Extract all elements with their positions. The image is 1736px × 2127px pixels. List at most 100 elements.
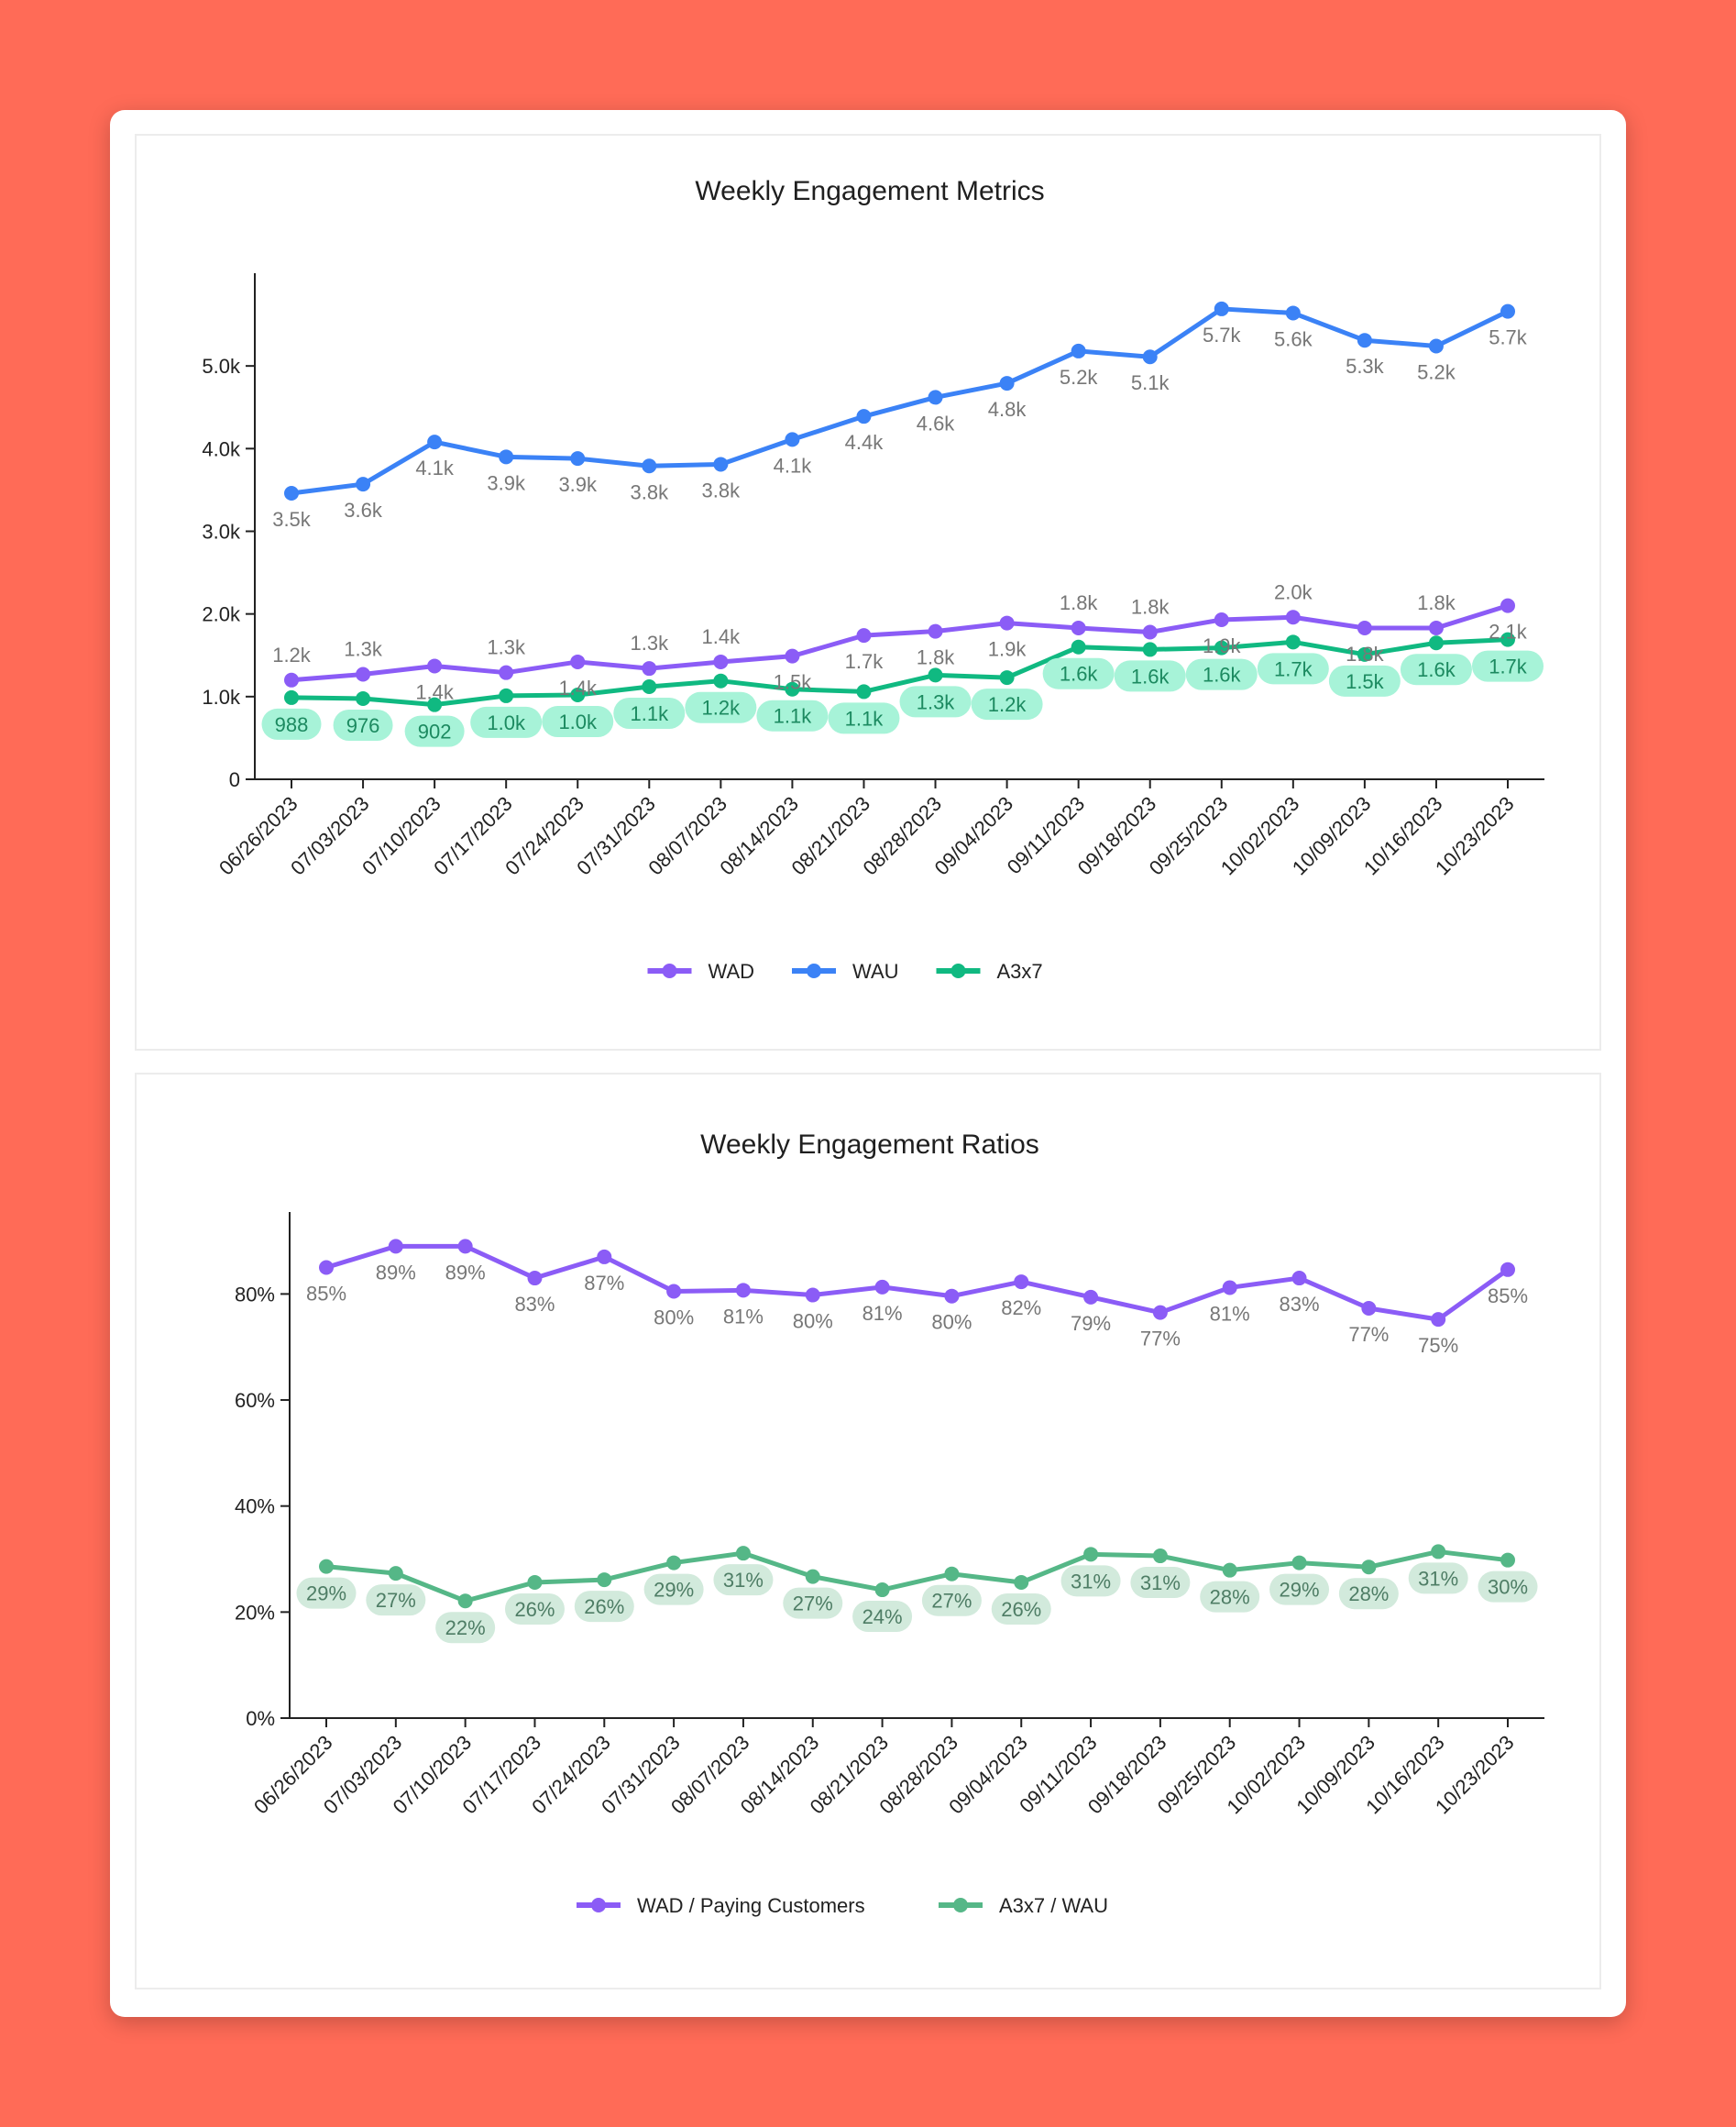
data-point-a3x7-wau — [944, 1566, 960, 1581]
data-label-a3x7-wau: 29% — [654, 1579, 694, 1602]
data-point-wau — [856, 409, 872, 424]
data-label-wad: 1.3k — [487, 636, 526, 659]
data-label-a3x7: 1.1k — [845, 707, 884, 730]
data-point-wau — [928, 390, 943, 405]
data-point-wad-paying-customers — [388, 1239, 403, 1254]
data-label-wau: 5.6k — [1274, 327, 1313, 350]
data-point-a3x7 — [356, 690, 371, 706]
data-label-a3x7-wau: 31% — [1418, 1567, 1458, 1590]
data-labels: 988 976 902 1.0k 1.0k 1.1k 1.2k 1.1k 1.1k 1.3k 1.2… — [261, 324, 1544, 747]
data-label-wau: 3.6k — [344, 499, 383, 522]
legend-label: WAD / Paying Customers — [637, 1894, 865, 1917]
data-label-pill — [1060, 1565, 1121, 1597]
legend-item-a3x7-wau[interactable]: A3x7 / WAU — [939, 1894, 1108, 1917]
data-point-wau — [1285, 305, 1301, 321]
data-label-pill — [1042, 657, 1115, 689]
data-label-pill — [713, 1564, 774, 1596]
data-label-wau: 5.2k — [1060, 366, 1099, 389]
data-label-pill — [1472, 650, 1544, 682]
data-label-pill — [1269, 1573, 1330, 1605]
data-label-wad-paying-customers: 82% — [1001, 1296, 1041, 1319]
data-label-wau: 3.5k — [272, 508, 312, 531]
data-label-a3x7: 1.7k — [1489, 656, 1528, 678]
data-label-pill — [1478, 1570, 1538, 1603]
data-label-wad: 1.5k — [774, 671, 813, 694]
data-label-pill — [366, 1584, 426, 1616]
data-label-a3x7-wau: 30% — [1488, 1576, 1528, 1599]
data-label-pill — [643, 1573, 704, 1605]
data-label-a3x7-wau: 22% — [445, 1616, 486, 1639]
data-point-wau — [499, 449, 514, 465]
data-label-wau: 3.8k — [702, 479, 742, 501]
data-label-pill — [574, 1591, 634, 1623]
data-point-wau — [1357, 333, 1372, 348]
data-point-a3x7-wau — [319, 1559, 334, 1574]
data-point-a3x7-wau — [1222, 1562, 1237, 1578]
data-point-wad — [785, 648, 800, 664]
data-point-wad — [1357, 620, 1372, 635]
data-point-wad — [1142, 624, 1158, 640]
chart-title: Weekly Engagement Metrics — [695, 176, 1044, 206]
data-label-a3x7: 1.6k — [1131, 665, 1170, 688]
data-label-wad-paying-customers: 77% — [1140, 1328, 1181, 1350]
data-point-a3x7 — [928, 667, 943, 683]
data-label-pill — [828, 702, 900, 734]
data-point-wad-paying-customers — [735, 1283, 751, 1298]
legend-marker-icon — [662, 964, 677, 978]
legend-item-wad[interactable]: WAD — [647, 960, 755, 983]
series-line-wad — [291, 603, 1509, 683]
legend-item-a3x7[interactable]: A3x7 — [936, 960, 1043, 983]
data-point-a3x7 — [1071, 639, 1086, 655]
data-label-wad-paying-customers: 75% — [1418, 1334, 1458, 1357]
legend-label: A3x7 — [997, 960, 1043, 983]
data-label-a3x7-wau: 26% — [584, 1595, 624, 1618]
legend-marker-icon — [807, 964, 821, 978]
data-point-a3x7 — [1357, 646, 1372, 662]
data-label-wau: 3.8k — [630, 480, 669, 503]
data-label-a3x7-wau: 28% — [1348, 1582, 1389, 1605]
data-point-wau — [1428, 338, 1444, 354]
legend-label: WAD — [709, 960, 755, 983]
data-point-a3x7 — [1214, 640, 1229, 656]
y-tick-label: 0% — [246, 1707, 275, 1730]
data-label-pill — [470, 706, 543, 738]
data-point-a3x7-wau — [805, 1569, 820, 1584]
data-label-a3x7: 976 — [346, 714, 380, 737]
data-label-a3x7-wau: 31% — [1071, 1570, 1111, 1592]
data-label-a3x7-wau: 29% — [306, 1582, 346, 1605]
data-label-a3x7: 1.0k — [487, 711, 526, 734]
data-point-wau — [356, 477, 371, 492]
data-label-wad: 1.3k — [630, 632, 669, 655]
data-label-pill — [504, 1592, 565, 1625]
data-point-wad — [713, 654, 729, 669]
data-label-wad-paying-customers: 80% — [654, 1306, 694, 1329]
data-point-a3x7-wau — [1361, 1559, 1377, 1575]
data-label-wad-paying-customers: 83% — [1280, 1293, 1320, 1316]
legend-item-wau[interactable]: WAU — [792, 960, 899, 983]
data-label-a3x7-wau: 24% — [863, 1605, 903, 1628]
data-label-pill — [756, 700, 829, 732]
data-label-a3x7: 988 — [275, 713, 309, 736]
data-label-a3x7: 1.3k — [917, 690, 956, 713]
data-label-pill — [296, 1577, 357, 1609]
data-point-wad-paying-customers — [1014, 1274, 1029, 1290]
chart-legend: WAD / Paying Customers A3x7 / WAU — [577, 1894, 1108, 1917]
data-label-wad: 1.4k — [702, 625, 742, 648]
legend-item-wad-paying-customers[interactable]: WAD / Paying Customers — [577, 1894, 865, 1917]
data-label-a3x7-wau: 31% — [1140, 1571, 1181, 1594]
y-tick-label: 60% — [235, 1389, 275, 1412]
data-label-wad-paying-customers: 81% — [1210, 1302, 1250, 1325]
data-label-a3x7-wau: 27% — [793, 1592, 833, 1615]
legend-marker-icon — [950, 964, 966, 978]
data-point-a3x7-wau — [1152, 1548, 1168, 1564]
data-label-wau: 5.1k — [1131, 371, 1170, 394]
data-label-a3x7-wau: 29% — [1280, 1579, 1320, 1602]
data-label-wad-paying-customers: 89% — [376, 1261, 416, 1284]
data-point-a3x7 — [1428, 635, 1444, 651]
data-label-wad-paying-customers: 85% — [306, 1282, 346, 1305]
y-tick-label: 0 — [229, 768, 240, 791]
data-label-a3x7: 1.5k — [1346, 670, 1385, 693]
chart-title: Weekly Engagement Ratios — [700, 1130, 1039, 1160]
data-point-wad-paying-customers — [457, 1239, 473, 1254]
data-label-a3x7: 1.2k — [988, 693, 1027, 716]
